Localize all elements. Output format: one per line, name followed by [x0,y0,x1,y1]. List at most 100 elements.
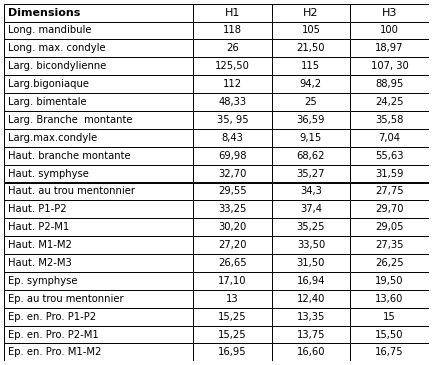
Text: 107, 30: 107, 30 [371,61,408,71]
Bar [271,75,350,93]
Text: H3: H3 [382,8,397,18]
Bar [4,272,193,290]
Bar [4,57,193,75]
Bar [271,57,350,75]
Text: Haut. P2-M1: Haut. P2-M1 [8,222,69,232]
Bar [350,343,429,361]
Bar [193,39,271,57]
Bar [271,254,350,272]
Bar [193,75,271,93]
Bar [350,57,429,75]
Bar [350,22,429,39]
Text: 13,60: 13,60 [375,294,404,304]
Bar [193,308,271,326]
Text: 17,10: 17,10 [218,276,247,286]
Bar [4,218,193,236]
Bar [350,39,429,57]
Bar [271,93,350,111]
Text: 34,3: 34,3 [300,187,322,196]
Text: 25: 25 [304,97,317,107]
Text: 35,25: 35,25 [297,222,325,232]
Bar [271,165,350,182]
Bar [271,290,350,308]
Text: 16,94: 16,94 [297,276,325,286]
Text: 31,59: 31,59 [375,169,404,178]
Text: Larg.max.condyle: Larg.max.condyle [8,133,97,143]
Bar [4,254,193,272]
Text: 33,25: 33,25 [218,204,247,214]
Text: 15,25: 15,25 [218,330,247,339]
Bar [193,254,271,272]
Text: H1: H1 [225,8,240,18]
Text: 118: 118 [223,26,242,35]
Text: Haut. M1-M2: Haut. M1-M2 [8,240,71,250]
Text: 48,33: 48,33 [218,97,246,107]
Text: 33,50: 33,50 [297,240,325,250]
Text: 16,95: 16,95 [218,347,247,357]
Bar [350,254,429,272]
Text: 125,50: 125,50 [215,61,250,71]
Text: 112: 112 [223,79,242,89]
Text: 26,65: 26,65 [218,258,247,268]
Bar [271,4,350,22]
Text: 32,70: 32,70 [218,169,247,178]
Bar [4,4,193,22]
Bar [271,308,350,326]
Bar [350,75,429,93]
Text: Haut. au trou mentonnier: Haut. au trou mentonnier [8,187,135,196]
Text: 88,95: 88,95 [375,79,404,89]
Bar [193,165,271,182]
Text: 13: 13 [226,294,239,304]
Text: 26,25: 26,25 [375,258,404,268]
Text: Haut. M2-M3: Haut. M2-M3 [8,258,71,268]
Bar [4,326,193,343]
Bar [4,93,193,111]
Bar [4,147,193,165]
Text: Haut. P1-P2: Haut. P1-P2 [8,204,66,214]
Bar [4,39,193,57]
Bar [4,236,193,254]
Text: 27,75: 27,75 [375,187,404,196]
Text: 35,58: 35,58 [375,115,404,125]
Text: 7,04: 7,04 [378,133,401,143]
Text: 8,43: 8,43 [221,133,243,143]
Text: 115: 115 [301,61,320,71]
Text: 35, 95: 35, 95 [216,115,248,125]
Text: Larg.bigoniaque: Larg.bigoniaque [8,79,89,89]
Text: 29,70: 29,70 [375,204,404,214]
Bar [350,218,429,236]
Bar [350,93,429,111]
Bar [350,4,429,22]
Text: 26: 26 [226,43,239,53]
Text: 30,20: 30,20 [218,222,246,232]
Text: 24,25: 24,25 [375,97,404,107]
Text: 13,35: 13,35 [297,312,325,322]
Bar [271,218,350,236]
Text: 16,60: 16,60 [297,347,325,357]
Text: 105: 105 [301,26,320,35]
Bar [350,200,429,218]
Bar [193,4,271,22]
Text: Haut. branche montante: Haut. branche montante [8,151,130,161]
Text: Larg. bicondylienne: Larg. bicondylienne [8,61,106,71]
Bar [350,236,429,254]
Text: Ep. en. Pro. M1-M2: Ep. en. Pro. M1-M2 [8,347,101,357]
Bar [193,182,271,200]
Text: Ep. en. Pro. P1-P2: Ep. en. Pro. P1-P2 [8,312,96,322]
Bar [350,147,429,165]
Text: 29,55: 29,55 [218,187,247,196]
Bar [4,308,193,326]
Text: 55,63: 55,63 [375,151,404,161]
Bar [4,290,193,308]
Bar [271,272,350,290]
Bar [4,111,193,129]
Bar [4,75,193,93]
Text: 100: 100 [380,26,399,35]
Bar [4,165,193,182]
Bar [271,147,350,165]
Bar [4,343,193,361]
Text: 27,35: 27,35 [375,240,404,250]
Bar [193,343,271,361]
Text: Ep. en. Pro. P2-M1: Ep. en. Pro. P2-M1 [8,330,98,339]
Text: 15,25: 15,25 [218,312,247,322]
